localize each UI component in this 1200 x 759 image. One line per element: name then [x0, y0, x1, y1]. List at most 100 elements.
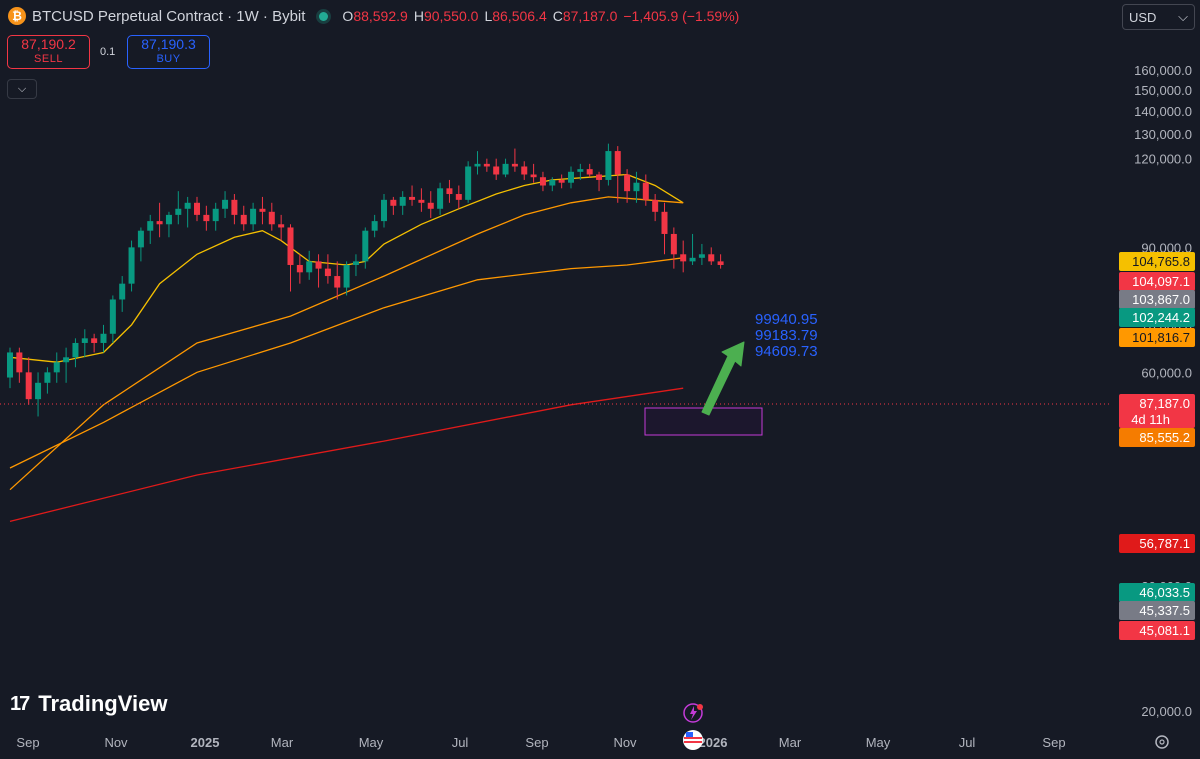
candle: [717, 254, 724, 269]
ohlc-high-value: 90,550.0: [423, 8, 479, 24]
ohlc-close-key: C: [552, 8, 563, 24]
price-badge: 45,081.1: [1119, 621, 1195, 640]
collapse-toolbar-button[interactable]: ⌵: [7, 79, 37, 99]
buy-button[interactable]: 87,190.3 BUY: [127, 35, 210, 69]
time-axis[interactable]: Sep Nov 2025 Mar May Jul Sep Nov 2026 Mar May Jul Se…: [16, 735, 1065, 750]
event-icons[interactable]: [683, 703, 703, 750]
annotation-price-1: 99940.95: [755, 311, 818, 328]
annotation-price-2: 99183.79: [755, 327, 818, 344]
tradingview-brand: TradingView: [38, 691, 168, 716]
price-badge-label: 101,816.7: [1132, 330, 1190, 345]
candle: [596, 171, 603, 192]
candle: [25, 357, 32, 405]
currency-label: USD: [1129, 9, 1157, 25]
countdown-label: 4d 11h: [1131, 412, 1170, 427]
price-badge-label: 102,244.2: [1132, 310, 1190, 325]
tradingview-logo[interactable]: 17 TradingView: [10, 691, 167, 717]
ohlc-close-value: 87,187.0: [562, 8, 618, 24]
price-axis[interactable]: 160,000.0 150,000.0 140,000.0 130,000.0 120,…: [1119, 63, 1195, 719]
price-badge: 46,033.5: [1119, 583, 1195, 602]
ohlc-open-value: 88,592.9: [353, 8, 408, 24]
price-tick-label: 150,000.0: [1134, 83, 1192, 98]
candle: [296, 254, 303, 284]
candle: [483, 158, 490, 172]
price-badge: 104,097.1: [1119, 272, 1195, 291]
symbol-title[interactable]: BTCUSD Perpetual Contract · 1W · Bybit: [32, 7, 306, 25]
candle: [109, 295, 116, 343]
symbol-header: ₿ BTCUSD Perpetual Contract · 1W · Bybit…: [8, 5, 745, 27]
candle: [165, 211, 172, 238]
candle: [156, 202, 163, 238]
candle: [502, 158, 509, 178]
time-tick-label: Nov: [104, 735, 128, 750]
candle: [119, 276, 126, 312]
moving-average-line: [9, 257, 684, 469]
time-tick-label: Nov: [613, 735, 637, 750]
price-badge-label: 104,765.8: [1132, 254, 1190, 269]
ohlc-high-key: H: [413, 8, 424, 24]
price-tick-label: 120,000.0: [1134, 152, 1192, 167]
candle: [465, 161, 472, 203]
candle: [455, 185, 462, 209]
time-tick-label: Sep: [16, 735, 39, 750]
target-arrow: [701, 341, 745, 416]
candle: [549, 177, 556, 192]
tradingview-mark-icon: 17: [10, 692, 30, 715]
ohlc-low-key: L: [484, 8, 493, 24]
candle: [137, 227, 144, 262]
price-change: −1,405.9 (−1.59%): [623, 8, 740, 24]
order-quantity[interactable]: 0.1: [100, 46, 116, 58]
time-tick-label: Mar: [779, 735, 802, 750]
candle: [63, 347, 70, 383]
candle: [390, 196, 397, 215]
candle: [371, 214, 378, 238]
candle: [334, 261, 341, 300]
moving-averages: [9, 173, 684, 523]
price-tick-label: 160,000.0: [1134, 63, 1192, 78]
price-badge: 87,187.04d 11h: [1119, 394, 1195, 428]
candle: [91, 333, 98, 353]
price-badge-label: 45,081.1: [1139, 623, 1190, 638]
ohlc-open-key: O: [342, 8, 354, 24]
price-badge: 56,787.1: [1119, 534, 1195, 553]
candle: [539, 171, 546, 192]
candle: [661, 202, 668, 255]
candle: [474, 151, 481, 175]
moving-average-line: [9, 387, 684, 523]
candle: [689, 233, 696, 265]
candles: [7, 143, 724, 417]
candle: [493, 158, 500, 180]
buy-label: BUY: [156, 53, 181, 65]
candle: [698, 243, 705, 265]
chevron-down-icon: ⌵: [17, 82, 27, 95]
price-badge-label: 103,867.0: [1132, 292, 1190, 307]
market-status-icon[interactable]: [319, 11, 329, 21]
price-tick-label: 140,000.0: [1134, 104, 1192, 119]
candle: [240, 205, 247, 231]
candle: [577, 163, 584, 180]
price-badge-label: 56,787.1: [1139, 536, 1190, 551]
candle: [81, 329, 88, 358]
time-tick-label: May: [359, 735, 384, 750]
currency-select[interactable]: USD ⌵: [1122, 4, 1195, 30]
candle: [287, 224, 294, 292]
price-badge-label: 104,097.1: [1132, 274, 1190, 289]
drawings: 99940.95 99183.79 94609.73: [0, 311, 1112, 436]
annotation-price-3: 94609.73: [755, 343, 818, 360]
price-badge-label: 45,337.5: [1139, 603, 1190, 618]
price-badge: 45,337.5: [1119, 601, 1195, 620]
time-tick-label: Mar: [271, 735, 294, 750]
settings-gear-icon[interactable]: [1155, 735, 1169, 749]
candle: [437, 182, 444, 215]
candle: [268, 202, 275, 231]
candle: [250, 202, 257, 231]
price-badge: 102,244.2: [1119, 308, 1195, 327]
candle: [409, 185, 416, 206]
sell-button[interactable]: 87,190.2 SELL: [7, 35, 90, 69]
candle: [72, 338, 79, 368]
candle: [530, 163, 537, 183]
price-badge: 103,867.0: [1119, 290, 1195, 309]
candle: [16, 347, 23, 383]
time-tick-label: 2025: [191, 735, 220, 750]
